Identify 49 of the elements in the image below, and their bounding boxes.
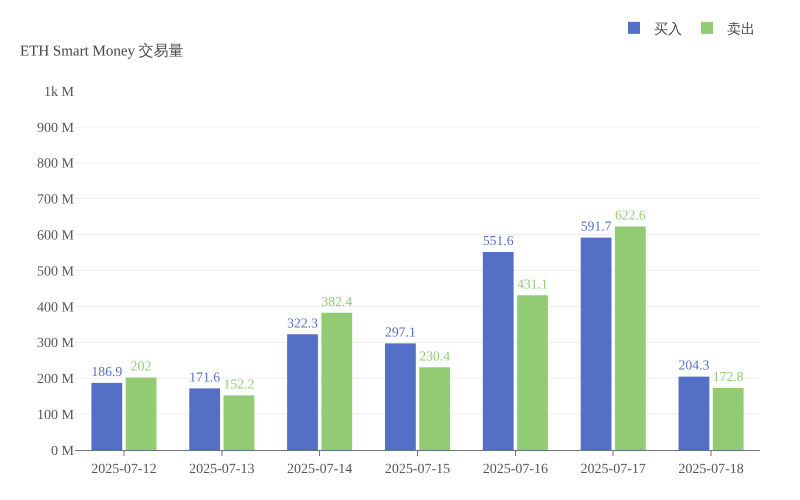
legend-label: 卖出 (727, 21, 755, 38)
bar (614, 226, 646, 450)
bar (126, 377, 156, 450)
x-tick-label: 2025-07-18 (678, 462, 744, 477)
data-label: 204.3 (678, 358, 710, 373)
bar (91, 382, 122, 450)
bar (678, 376, 710, 450)
x-tick-label: 2025-07-12 (91, 462, 157, 477)
data-label: 171.6 (189, 369, 220, 384)
x-tick-label: 2025-07-13 (189, 462, 254, 477)
y-tick-label: 900 M (37, 120, 75, 136)
x-tick-label: 2025-07-16 (482, 462, 548, 477)
y-tick-label: 1k M (44, 84, 75, 100)
chart-title: ETH Smart Money 交易量 (20, 42, 184, 60)
bar (321, 312, 352, 450)
data-label: 382.4 (321, 294, 352, 309)
bar (482, 252, 514, 450)
y-tick-label: 600 M (37, 228, 75, 244)
y-tick-label: 800 M (37, 156, 75, 172)
y-tick-label: 700 M (37, 192, 75, 208)
y-tick-label: 300 M (37, 336, 75, 352)
y-tick-label: 200 M (37, 372, 75, 388)
data-label: 186.9 (91, 364, 122, 379)
bar (189, 388, 220, 450)
bar (517, 295, 548, 450)
bar (580, 238, 612, 450)
data-label: 230.4 (419, 348, 450, 364)
bar (712, 388, 744, 450)
data-label: 172.8 (712, 369, 744, 384)
data-label: 202 (130, 359, 152, 374)
y-tick-label: 400 M (37, 300, 75, 316)
x-tick-label: 2025-07-17 (580, 462, 646, 477)
bar (419, 367, 450, 450)
data-label: 591.7 (580, 218, 612, 234)
bar (224, 395, 254, 450)
x-tick-label: 2025-07-15 (384, 462, 450, 477)
data-label: 622.6 (614, 208, 646, 223)
bar (384, 343, 416, 450)
data-label: 322.3 (287, 315, 318, 330)
y-tick-label: 0 M (51, 444, 75, 459)
y-tick-label: 500 M (37, 264, 75, 280)
data-label: 551.6 (482, 233, 514, 248)
bar (287, 334, 318, 450)
y-tick-label: 100 M (37, 408, 75, 423)
legend-label: 买入 (654, 21, 682, 38)
data-label: 152.2 (224, 376, 254, 392)
data-label: 297.1 (384, 324, 416, 340)
data-label: 431.1 (517, 276, 548, 292)
x-tick-label: 2025-07-14 (286, 462, 352, 477)
